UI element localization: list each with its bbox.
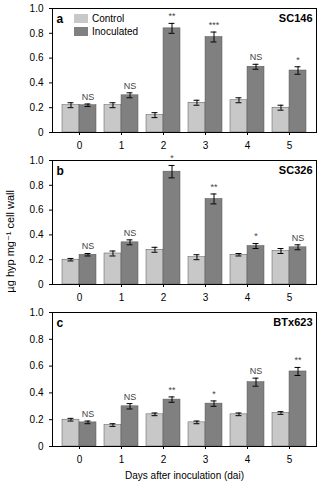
svg-text:0.6: 0.6 [30,360,44,371]
svg-text:BTx623: BTx623 [273,316,312,328]
svg-text:*: * [212,389,216,399]
svg-text:SC146: SC146 [279,12,313,24]
svg-text:4: 4 [245,140,251,151]
svg-text:Days after inoculation (dai): Days after inoculation (dai) [125,470,244,481]
svg-text:0: 0 [38,127,44,138]
svg-text:**: ** [169,385,177,395]
svg-text:3: 3 [203,140,209,151]
svg-text:2: 2 [161,140,167,151]
svg-text:1.0: 1.0 [30,155,44,166]
svg-text:0.8: 0.8 [30,334,44,345]
svg-text:NS: NS [82,241,95,251]
html-text:Control: Control [92,13,125,24]
svg-text:0.4: 0.4 [30,77,44,88]
svg-text:5: 5 [287,454,293,465]
svg-text:*: * [296,55,300,65]
svg-text:0.6: 0.6 [30,204,44,215]
svg-text:NS: NS [82,92,95,102]
svg-text:0.2: 0.2 [30,254,44,265]
svg-text:SC326: SC326 [279,164,313,176]
svg-text:4: 4 [245,454,251,465]
svg-text:1: 1 [119,140,125,151]
svg-text:0.4: 0.4 [30,229,44,240]
svg-text:1.0: 1.0 [30,307,44,318]
svg-text:0.2: 0.2 [30,414,44,425]
svg-text:c: c [57,316,64,330]
html-text:Inoculated: Inoculated [92,26,139,37]
svg-text:1.0: 1.0 [30,3,44,14]
svg-text:NS: NS [82,409,95,419]
svg-text:3: 3 [203,454,209,465]
svg-text:0: 0 [38,279,44,290]
svg-text:*: * [170,153,174,163]
svg-text:NS: NS [250,366,263,376]
svg-text:2: 2 [161,292,167,303]
svg-text:0.6: 0.6 [30,52,44,63]
svg-text:NS: NS [124,228,137,238]
svg-text:0.4: 0.4 [30,387,44,398]
svg-text:NS: NS [292,233,305,243]
svg-text:1: 1 [119,292,125,303]
svg-text:3: 3 [203,292,209,303]
svg-text:*: * [254,231,258,241]
svg-text:0: 0 [38,441,44,452]
html-text:µg hyp mg⁻¹ cell wall: µg hyp mg⁻¹ cell wall [3,189,16,293]
svg-text:0.8: 0.8 [30,28,44,39]
svg-text:5: 5 [287,140,293,151]
svg-text:0: 0 [77,454,83,465]
svg-text:5: 5 [287,292,293,303]
svg-text:a: a [57,12,64,26]
svg-text:0: 0 [77,292,83,303]
svg-text:0.2: 0.2 [30,102,44,113]
svg-text:NS: NS [250,52,263,62]
svg-text:2: 2 [161,454,167,465]
svg-text:4: 4 [245,292,251,303]
svg-text:NS: NS [124,81,137,91]
svg-text:b: b [57,164,64,178]
svg-text:0: 0 [77,140,83,151]
svg-text:1: 1 [119,454,125,465]
svg-text:***: *** [209,20,220,30]
svg-text:0.8: 0.8 [30,180,44,191]
svg-text:**: ** [169,11,177,21]
svg-text:NS: NS [124,392,137,402]
svg-text:**: ** [295,355,303,365]
svg-text:**: ** [211,182,219,192]
